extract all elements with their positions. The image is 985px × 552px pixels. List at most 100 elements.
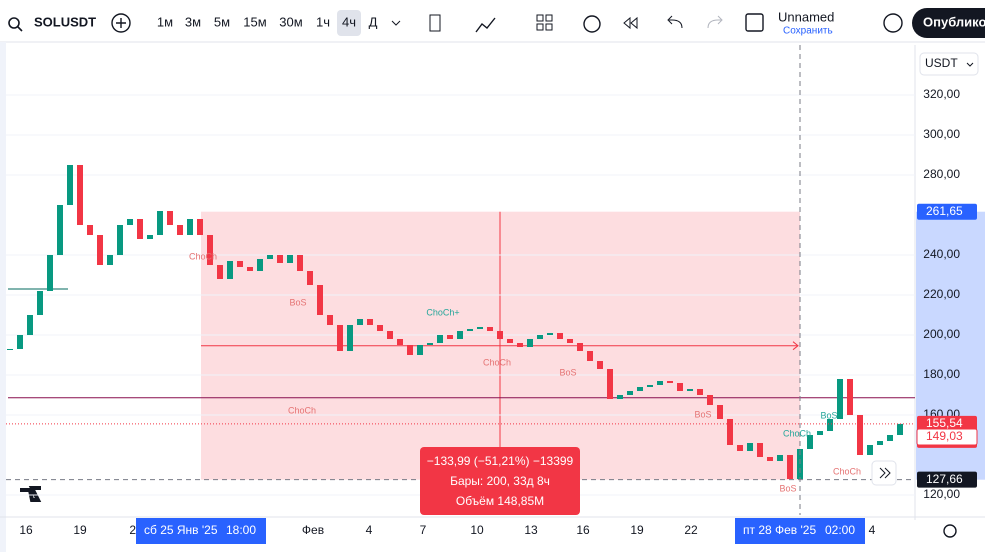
candle: [677, 383, 683, 391]
price-label: 149,03: [926, 429, 963, 443]
measure-text: Объём 148,85M: [456, 494, 544, 508]
candle: [137, 219, 143, 239]
candle: [327, 315, 333, 325]
candle: [197, 219, 203, 235]
candle: [357, 319, 363, 325]
crosshair-date-box: [136, 518, 266, 544]
interval[interactable]: 3м: [185, 14, 201, 29]
publish-button[interactable]: [912, 8, 985, 38]
candle: [107, 255, 113, 265]
candle: [807, 435, 813, 449]
structure-label: ChoCh+: [426, 307, 459, 317]
candle: [167, 211, 173, 225]
x-tick-label: 19: [73, 523, 87, 537]
candle: [417, 345, 423, 355]
interval[interactable]: 1м: [157, 14, 173, 29]
structure-label: BoS: [559, 367, 576, 377]
candle: [857, 415, 863, 455]
interval[interactable]: Д: [369, 14, 378, 29]
candle: [367, 319, 373, 325]
candle: [127, 219, 133, 225]
crosshair-date-box: [735, 518, 865, 544]
scroll-icon: [879, 467, 891, 479]
candle: [147, 235, 153, 239]
crosshair-time: 02:00: [825, 523, 855, 537]
alert-icon[interactable]: [583, 15, 601, 33]
candle: [767, 457, 773, 461]
y-tick-label: 120,00: [923, 487, 960, 501]
price-label-box: [917, 203, 977, 220]
candle: [247, 267, 253, 271]
candle: [97, 235, 103, 265]
publish-label[interactable]: Опублико: [923, 14, 985, 29]
measure-text: Бары: 200, 33д 8ч: [450, 474, 550, 488]
candle: [647, 385, 653, 387]
candle: [657, 381, 663, 385]
layout-name[interactable]: Unnamed: [778, 9, 834, 24]
candle: [407, 345, 413, 355]
candle: [577, 343, 583, 351]
candle: [667, 381, 673, 383]
indicators-icon[interactable]: [475, 17, 496, 33]
ideas-icon[interactable]: [883, 13, 903, 33]
candle: [877, 441, 883, 445]
candle: [527, 339, 533, 347]
candle: [697, 389, 703, 395]
candle: [507, 339, 513, 343]
candle: [77, 165, 83, 225]
interval[interactable]: 5м: [214, 14, 230, 29]
layout-icon: [545, 23, 553, 31]
save-label[interactable]: Сохранить: [783, 26, 833, 37]
candle: [47, 255, 53, 291]
x-tick-label: 10: [470, 523, 484, 537]
structure-label: BoS: [820, 410, 837, 420]
candle: [497, 331, 503, 339]
measure-text: −133,99 (−51,21%) −13399: [427, 454, 574, 468]
interval[interactable]: 1ч: [316, 14, 330, 29]
candle: [477, 327, 483, 329]
measure-tooltip: [420, 447, 580, 515]
currency-select[interactable]: [919, 52, 979, 76]
candle: [187, 219, 193, 235]
candle: [87, 225, 93, 235]
candle: [867, 445, 873, 455]
search-icon: [17, 26, 23, 32]
candle: [287, 255, 293, 263]
candle: [257, 259, 263, 271]
candle: [567, 339, 573, 343]
candles-icon[interactable]: [429, 14, 441, 32]
redo-icon[interactable]: [707, 15, 723, 29]
replay-icon[interactable]: [623, 16, 638, 30]
candle: [317, 285, 323, 315]
interval[interactable]: 4ч: [342, 14, 356, 29]
crosshair-time: 18:00: [226, 523, 256, 537]
layout-checkbox[interactable]: [745, 13, 764, 32]
interval-dropdown[interactable]: [391, 20, 401, 26]
settings-icon[interactable]: [943, 524, 957, 538]
scroll-button[interactable]: [871, 460, 897, 486]
x-tick-label: 16: [19, 523, 33, 537]
candle: [787, 455, 793, 479]
candle: [67, 165, 73, 205]
undo-icon[interactable]: [667, 15, 683, 29]
candle: [57, 205, 63, 255]
interval[interactable]: 15м: [243, 14, 266, 29]
add-symbol[interactable]: [111, 13, 131, 33]
tv-logo: [20, 486, 42, 502]
interval-selected: [337, 10, 361, 36]
structure-label: ChoCh: [483, 357, 511, 367]
candle: [347, 325, 353, 351]
currency[interactable]: USDT: [925, 56, 958, 70]
search-icon[interactable]: [8, 17, 20, 29]
candle: [757, 443, 763, 457]
candle: [427, 343, 433, 345]
x-tick-label: 16: [576, 523, 590, 537]
candle: [737, 445, 743, 451]
structure-label: BoS: [289, 297, 306, 307]
layout-icon[interactable]: [536, 14, 544, 22]
y-tick-label: 320,00: [923, 87, 960, 101]
x-tick-label: 4: [869, 523, 876, 537]
interval[interactable]: 30м: [279, 14, 302, 29]
symbol[interactable]: SOLUSDT: [34, 14, 96, 29]
candle: [557, 333, 563, 339]
